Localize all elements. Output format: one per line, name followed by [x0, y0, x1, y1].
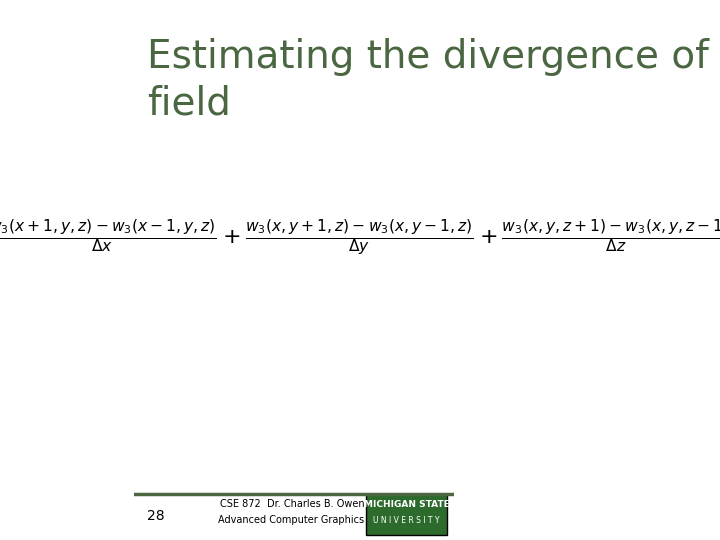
- FancyBboxPatch shape: [366, 494, 447, 535]
- Text: Advanced Computer Graphics: Advanced Computer Graphics: [218, 515, 364, 525]
- Text: 28: 28: [147, 509, 165, 523]
- Text: U N I V E R S I T Y: U N I V E R S I T Y: [373, 516, 440, 525]
- Text: Estimating the divergence of the velocity
field: Estimating the divergence of the velocit…: [147, 38, 720, 123]
- Text: CSE 872  Dr. Charles B. Owen: CSE 872 Dr. Charles B. Owen: [220, 498, 364, 509]
- Text: $\nabla \bullet w_3 \approx \frac{1}{2} \left( \frac{w_3(x+1,y,z) - w_3(x-1,y,z): $\nabla \bullet w_3 \approx \frac{1}{2} …: [0, 217, 720, 258]
- Text: MICHIGAN STATE: MICHIGAN STATE: [364, 500, 449, 509]
